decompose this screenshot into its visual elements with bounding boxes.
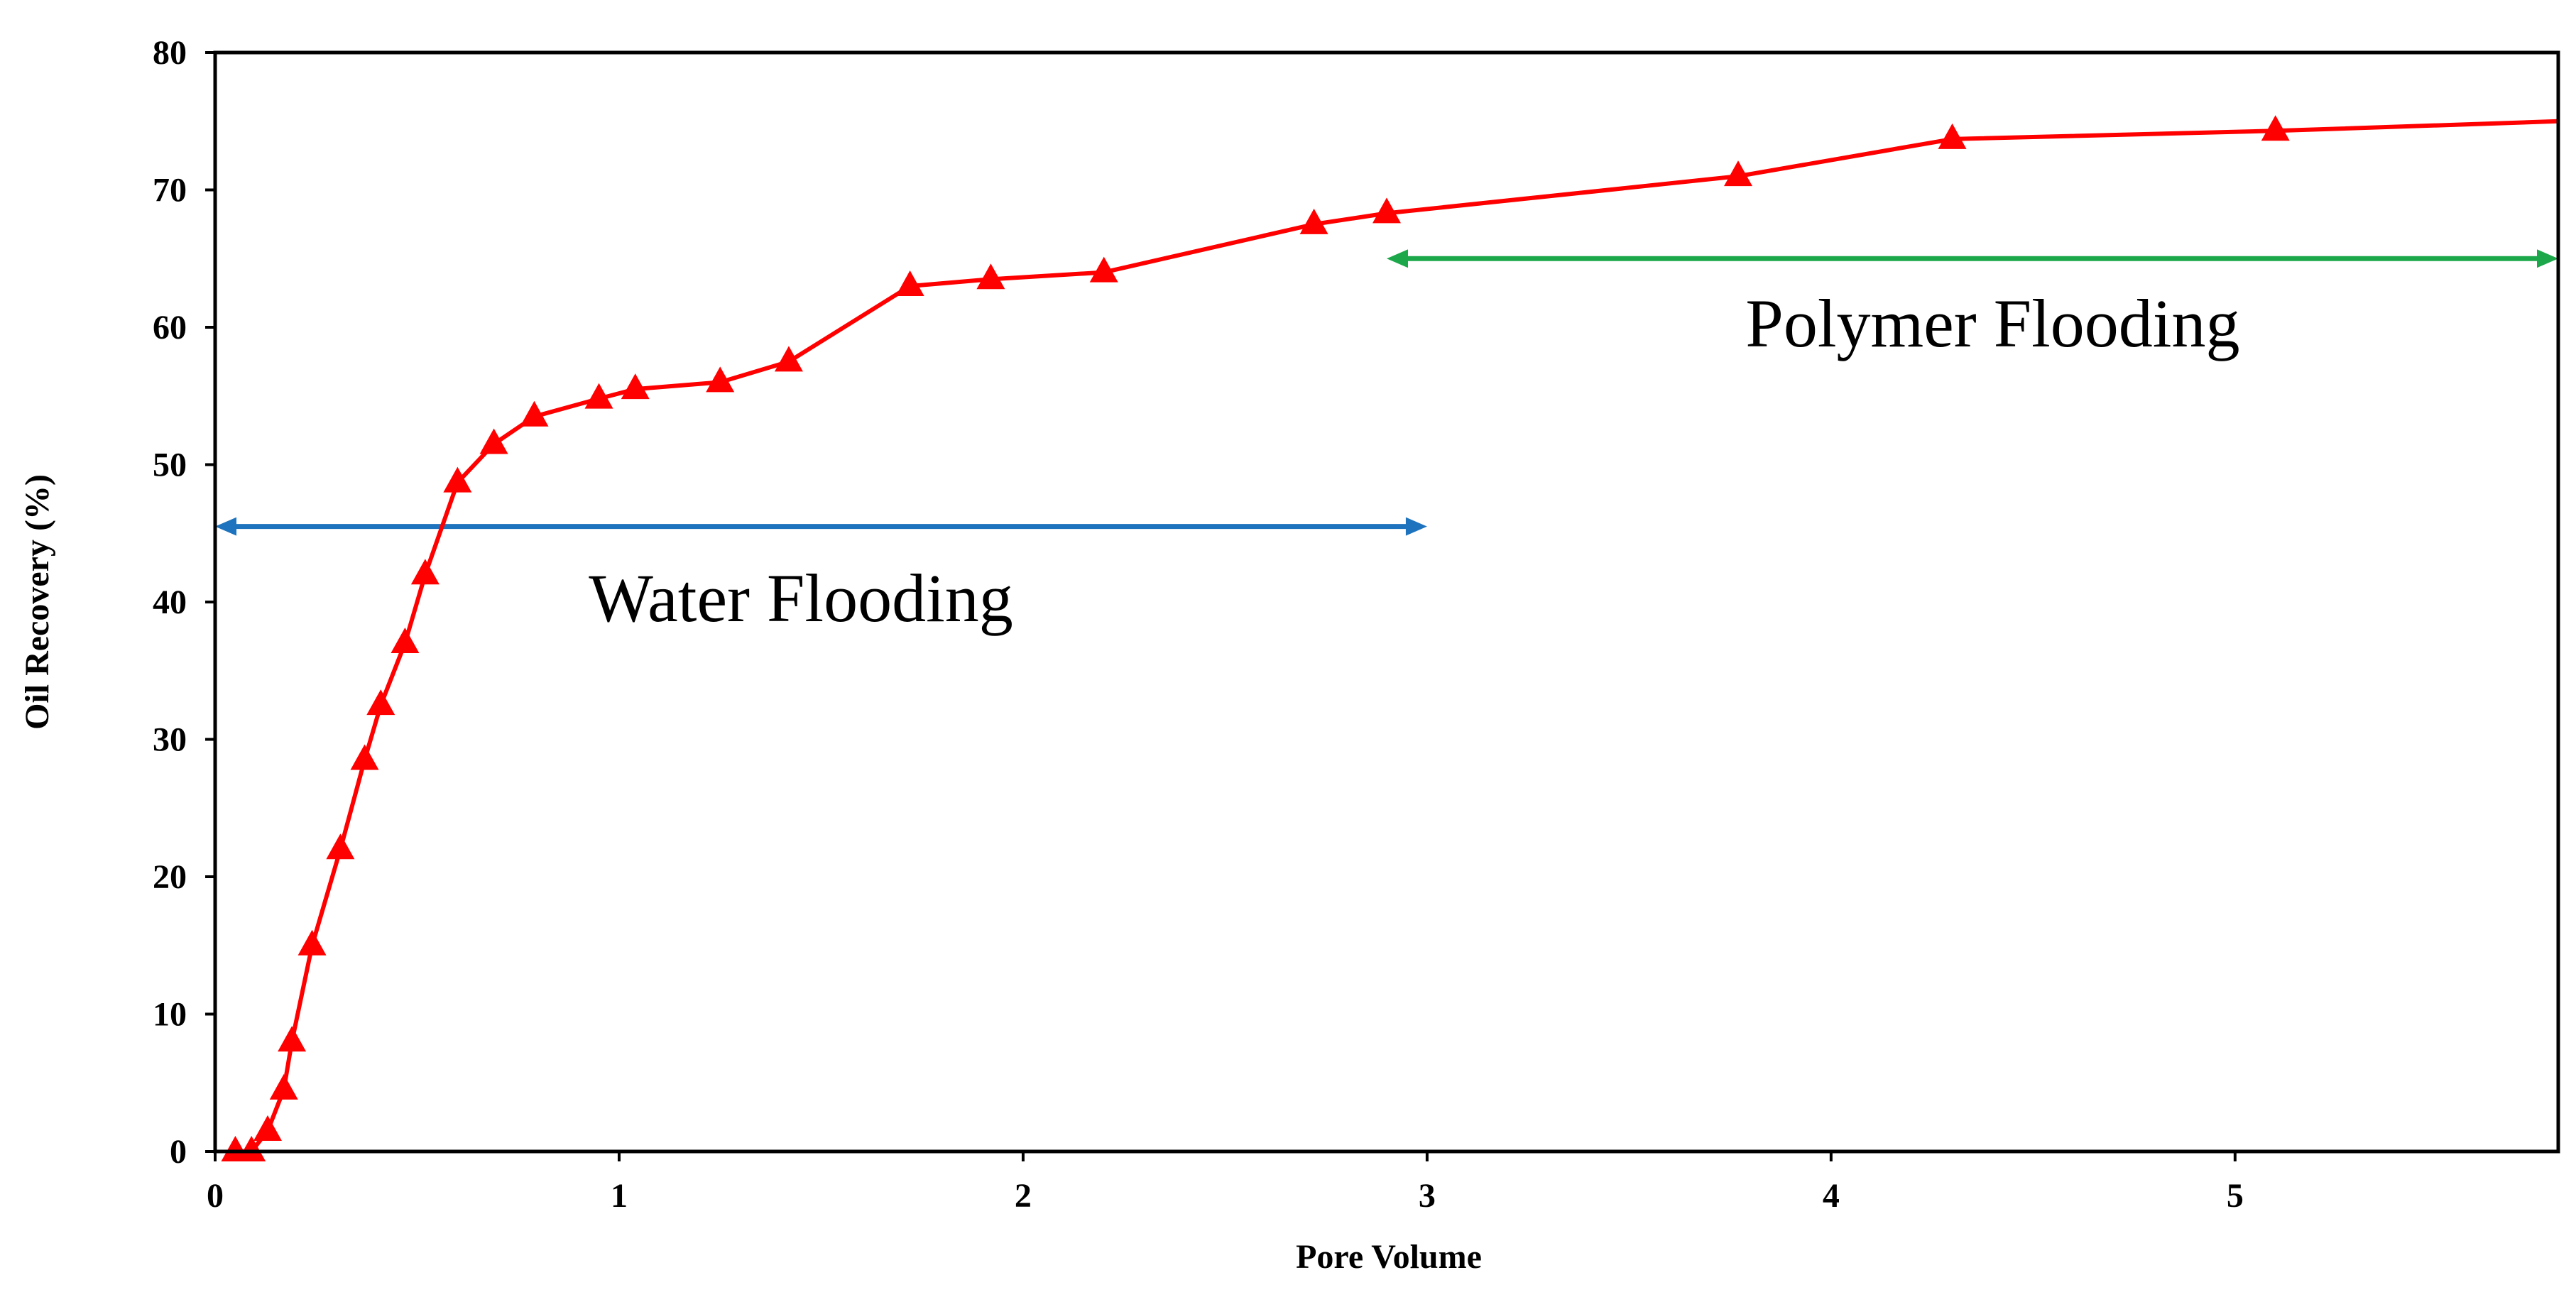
x-tick-label: 5 bbox=[2227, 1177, 2244, 1215]
series-layer bbox=[221, 115, 2559, 1161]
data-point-marker bbox=[2261, 115, 2290, 141]
data-point-marker bbox=[410, 559, 440, 585]
y-tick-label: 70 bbox=[153, 172, 187, 209]
data-point-marker bbox=[237, 1136, 266, 1161]
data-point-marker bbox=[1938, 123, 1967, 149]
annotation-label: Water Flooding bbox=[589, 560, 1013, 636]
data-point-marker bbox=[1299, 208, 1328, 234]
data-point-marker bbox=[774, 346, 803, 372]
x-tick-label: 0 bbox=[207, 1177, 224, 1215]
data-point-marker bbox=[391, 628, 420, 654]
data-point-marker bbox=[278, 1026, 307, 1052]
data-point-marker bbox=[1372, 197, 1401, 224]
data-point-marker bbox=[298, 929, 327, 956]
data-point-marker bbox=[584, 383, 613, 409]
x-tick-label: 2 bbox=[1015, 1177, 1032, 1215]
y-tick-label: 30 bbox=[153, 721, 187, 759]
data-point-marker bbox=[976, 263, 1005, 290]
x-tick-label: 1 bbox=[611, 1177, 628, 1215]
annotation-water-flooding: Water Flooding bbox=[215, 517, 1427, 636]
y-tick-label: 10 bbox=[153, 996, 187, 1034]
data-point-marker bbox=[350, 744, 379, 770]
data-point-marker bbox=[895, 270, 924, 296]
y-tick-label: 0 bbox=[170, 1133, 187, 1171]
y-tick-label: 50 bbox=[153, 447, 187, 484]
y-tick-label: 20 bbox=[153, 858, 187, 896]
y-axis-ticks: 0 10 20 30 40 50 60 70 80 bbox=[153, 34, 215, 1171]
data-point-marker bbox=[1089, 256, 1118, 283]
annotation-arrowhead-left bbox=[215, 517, 236, 536]
data-point-marker bbox=[1724, 160, 1752, 187]
data-point-marker bbox=[621, 373, 650, 400]
y-axis-label: Oil Recovery (%) bbox=[18, 474, 56, 730]
y-tick-label: 40 bbox=[153, 584, 187, 621]
annotation-arrowhead-right bbox=[2537, 249, 2558, 268]
data-point-marker bbox=[479, 428, 508, 454]
annotation-label: Polymer Flooding bbox=[1745, 285, 2239, 361]
x-tick-label: 3 bbox=[1419, 1177, 1436, 1215]
annotation-arrowhead-left bbox=[1387, 249, 1408, 268]
data-point-marker bbox=[326, 833, 355, 860]
data-point-marker bbox=[443, 466, 472, 493]
annotation-polymer-flooding: Polymer Flooding bbox=[1387, 249, 2558, 361]
x-axis-ticks: 0 1 2 3 4 5 bbox=[207, 1151, 2244, 1215]
y-tick-label: 60 bbox=[153, 309, 187, 346]
annotation-layer: Water Flooding Polymer Flooding bbox=[215, 249, 2558, 636]
annotation-arrowhead-right bbox=[1405, 517, 1427, 536]
data-point-marker bbox=[269, 1073, 298, 1100]
data-point-marker bbox=[366, 689, 395, 716]
x-axis-label: Pore Volume bbox=[1296, 1238, 1482, 1276]
data-point-marker bbox=[253, 1115, 282, 1141]
x-tick-label: 4 bbox=[1823, 1177, 1840, 1215]
y-tick-label: 80 bbox=[153, 34, 187, 72]
data-point-marker bbox=[520, 400, 549, 427]
data-point-marker bbox=[706, 366, 735, 393]
